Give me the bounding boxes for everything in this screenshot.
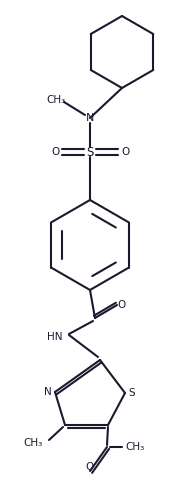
Text: O: O [118,300,126,310]
Text: HN: HN [47,332,63,342]
Text: O: O [51,147,59,157]
Text: N: N [86,113,94,123]
Text: CH₃: CH₃ [125,442,145,452]
Text: O: O [86,462,94,472]
Text: CH₃: CH₃ [23,438,43,448]
Text: CH₃: CH₃ [46,95,66,105]
Text: N: N [44,387,52,397]
Text: S: S [86,146,94,159]
Text: S: S [129,388,135,398]
Text: O: O [121,147,129,157]
